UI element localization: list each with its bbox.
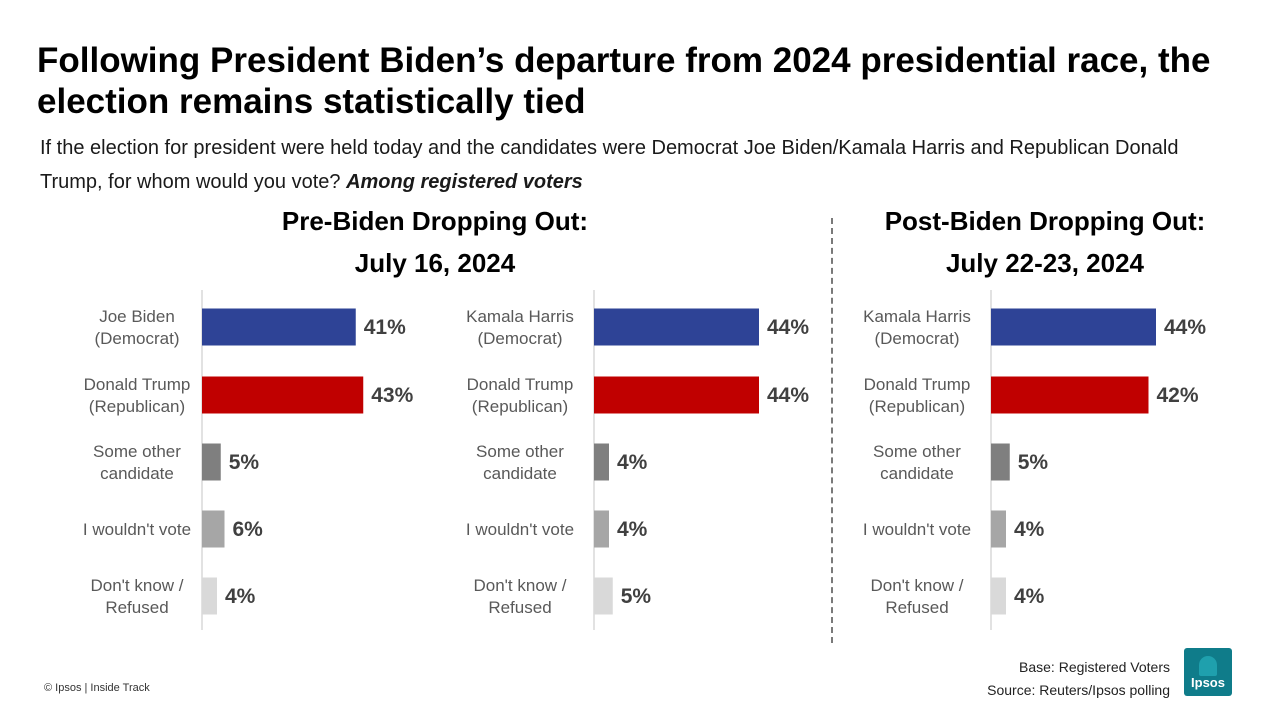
survey-population: Among registered voters	[346, 171, 583, 193]
chart-2-category-label: Kamala Harris (Democrat)	[466, 307, 574, 348]
chart-2-value-label: 5%	[621, 585, 652, 608]
category-label-line: Don't know /	[90, 576, 183, 595]
category-label-line: Donald Trump	[467, 375, 574, 394]
category-label-line: Some other	[476, 442, 564, 461]
category-label-line: (Republican)	[89, 397, 185, 416]
chart-3-category-label: Kamala Harris (Democrat)	[863, 307, 971, 348]
category-label-line: Don't know /	[473, 576, 566, 595]
chart-2-bar	[594, 510, 609, 548]
chart-title: Following President Biden’s departure fr…	[37, 41, 1211, 121]
category-label-line: Joe Biden	[99, 307, 175, 326]
category-label-line: I wouldn't vote	[863, 520, 971, 539]
category-label-line: (Democrat)	[477, 329, 562, 348]
ipsos-logo-mark	[1199, 656, 1217, 676]
category-label-line: (Democrat)	[874, 329, 959, 348]
chart-subtitle: If the election for president were held …	[40, 131, 1220, 199]
category-label-line: candidate	[100, 464, 174, 483]
pre-section-title: Pre-Biden Dropping Out:	[281, 206, 589, 236]
chart-3-value-label: 42%	[1157, 384, 1199, 407]
chart-2-category-label: Donald Trump (Republican)	[467, 375, 574, 416]
chart-3-category-label: Don't know / Refused	[870, 576, 963, 617]
base-note: Base: Registered Voters	[1019, 659, 1170, 675]
chart-3-value-label: 4%	[1014, 585, 1045, 608]
category-label-line: candidate	[483, 464, 557, 483]
chart-3-bar	[991, 376, 1149, 414]
chart-1-category-label: Don't know / Refused	[90, 576, 183, 617]
chart-3-bar	[991, 577, 1006, 615]
chart-3-bar	[991, 510, 1006, 548]
chart-2-bar	[594, 577, 613, 615]
chart-1-value-label: 43%	[371, 384, 413, 407]
chart-3-category-label: Some other candidate	[873, 442, 961, 483]
post-section-heading: Post-Biden Dropping Out: July 22-23, 202…	[835, 200, 1255, 284]
category-label-line: Some other	[873, 442, 961, 461]
pre-section-date: July 16, 2024	[354, 248, 516, 278]
chart-2-category-label: I wouldn't vote	[466, 520, 574, 539]
chart-1-value-label: 5%	[229, 451, 260, 474]
category-label-line: Donald Trump	[864, 375, 971, 394]
chart-3-bar	[991, 308, 1156, 346]
chart-2-value-label: 4%	[617, 518, 648, 541]
chart-1-bar	[202, 308, 356, 346]
chart-1-bar	[202, 376, 364, 414]
chart-1-category-label: Joe Biden (Democrat)	[94, 307, 179, 348]
chart-3-value-label: 44%	[1164, 316, 1206, 339]
chart-1-bar	[202, 443, 221, 481]
category-label-line: candidate	[880, 464, 954, 483]
copyright-note: © Ipsos | Inside Track	[44, 682, 150, 694]
chart-2-value-label: 44%	[767, 316, 809, 339]
survey-question: If the election for president were held …	[40, 137, 1179, 193]
category-label-line: Kamala Harris	[863, 307, 971, 326]
chart-2-value-label: 44%	[767, 384, 809, 407]
category-label-line: Kamala Harris	[466, 307, 574, 326]
category-label-line: (Republican)	[869, 397, 965, 416]
chart-2-category-label: Some other candidate	[476, 442, 564, 483]
chart-3-category-label: Donald Trump (Republican)	[864, 375, 971, 416]
source-notes: Base: Registered Voters Source: Reuters/…	[987, 656, 1170, 702]
chart-2-bar	[594, 376, 759, 414]
chart-2-category-label: Don't know / Refused	[473, 576, 566, 617]
chart-1-value-label: 6%	[233, 518, 264, 541]
chart-2-value-label: 4%	[617, 451, 648, 474]
chart-1-category-label: Donald Trump (Republican)	[84, 375, 191, 416]
chart-3-value-label: 5%	[1018, 451, 1049, 474]
category-label-line: Refused	[105, 598, 168, 617]
section-divider	[831, 218, 833, 643]
category-label-line: (Democrat)	[94, 329, 179, 348]
chart-3-category-label: I wouldn't vote	[863, 520, 971, 539]
category-label-line: Don't know /	[870, 576, 963, 595]
chart-2-bar	[594, 308, 759, 346]
chart-1-bar	[202, 510, 225, 548]
chart-1-category-label: Some other candidate	[93, 442, 181, 483]
chart-3-value-label: 4%	[1014, 518, 1045, 541]
category-label-line: Some other	[93, 442, 181, 461]
category-label-line: Donald Trump	[84, 375, 191, 394]
chart-1-value-label: 41%	[364, 316, 406, 339]
category-label-line: Refused	[885, 598, 948, 617]
chart-3-bar	[991, 443, 1010, 481]
category-label-line: I wouldn't vote	[83, 520, 191, 539]
pre-section-heading: Pre-Biden Dropping Out: July 16, 2024	[230, 200, 640, 284]
ipsos-logo-text: Ipsos	[1191, 675, 1225, 690]
chart-2-bar	[594, 443, 609, 481]
post-section-title: Post-Biden Dropping Out:	[884, 206, 1206, 236]
category-label-line: I wouldn't vote	[466, 520, 574, 539]
category-label-line: Refused	[488, 598, 551, 617]
chart-1-category-label: I wouldn't vote	[83, 520, 191, 539]
source-note: Source: Reuters/Ipsos polling	[987, 682, 1170, 698]
category-label-line: (Republican)	[472, 397, 568, 416]
chart-1-bar	[202, 577, 217, 615]
chart-1-value-label: 4%	[225, 585, 256, 608]
post-section-date: July 22-23, 2024	[945, 248, 1145, 278]
ipsos-logo: Ipsos	[1184, 648, 1232, 696]
